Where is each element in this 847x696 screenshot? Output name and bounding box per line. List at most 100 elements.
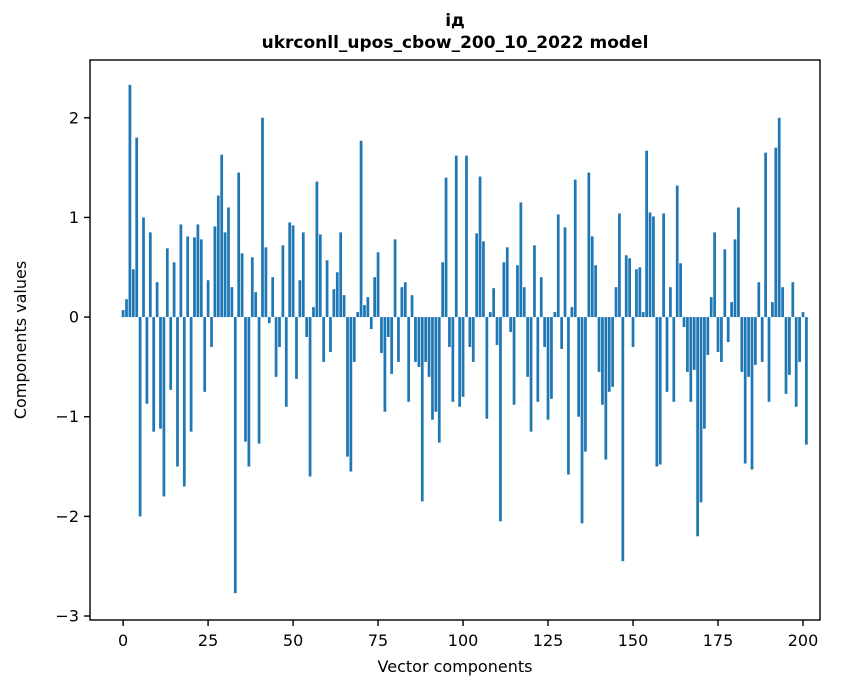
bar (686, 317, 689, 372)
bar (672, 317, 676, 402)
bar (213, 226, 217, 318)
bar (373, 277, 377, 318)
bar (703, 317, 706, 429)
bar (325, 260, 329, 318)
bar (305, 317, 309, 338)
bar (135, 137, 139, 318)
bar (607, 317, 611, 392)
bar (631, 317, 635, 347)
bar (264, 247, 268, 318)
bar (488, 312, 492, 318)
bar (329, 317, 332, 352)
bar (648, 212, 652, 318)
bar (723, 249, 727, 318)
bar (196, 224, 200, 318)
bar (539, 277, 543, 318)
bar (155, 282, 159, 318)
bar (556, 214, 560, 318)
bar (165, 248, 169, 318)
x-tick-label: 0 (118, 631, 128, 650)
x-tick-label: 175 (703, 631, 734, 650)
bar (611, 317, 614, 387)
y-tick-label: 1 (69, 208, 79, 227)
bar (499, 317, 502, 522)
bar (295, 317, 298, 379)
bar (696, 317, 699, 537)
bar (546, 317, 550, 420)
bar (121, 310, 125, 318)
bar (131, 269, 135, 318)
bar (451, 317, 455, 402)
bar (186, 236, 190, 318)
bar (278, 317, 281, 347)
bar (798, 317, 801, 362)
bar (784, 317, 788, 394)
bar (172, 262, 176, 318)
bar (125, 299, 128, 318)
chart-subtitle: ukrconll_upos_cbow_200_10_2022 model (262, 33, 649, 53)
bar (682, 317, 686, 328)
bar (475, 233, 479, 318)
bar (403, 282, 407, 318)
bar (318, 234, 322, 318)
bar (424, 317, 428, 362)
y-tick-label: −1 (55, 407, 79, 426)
ticks-layer: 0 25 50 75 100 125 150 175 200 2 1 0 −1 −2 −3 (55, 108, 818, 650)
bar (410, 295, 414, 318)
bar (393, 239, 397, 318)
bar (335, 272, 339, 318)
bar (573, 179, 577, 318)
bar (740, 317, 744, 372)
x-tick-label: 125 (533, 631, 564, 650)
bar (777, 117, 781, 318)
bar (284, 317, 288, 407)
bar (352, 317, 356, 362)
bar (522, 287, 526, 318)
bar (461, 317, 465, 397)
bar (509, 317, 513, 333)
bar (159, 317, 162, 429)
bar (733, 239, 737, 318)
x-tick-label: 75 (368, 631, 388, 650)
plot-area (90, 60, 820, 620)
bar (601, 317, 604, 405)
bar (420, 317, 424, 502)
bar (774, 147, 778, 318)
bar (383, 317, 387, 412)
bar (444, 177, 448, 318)
bar (478, 176, 482, 318)
bar (495, 317, 499, 345)
bar (448, 317, 451, 347)
bar (240, 253, 244, 318)
bar (216, 195, 220, 318)
bar (148, 232, 152, 318)
plot-border (89, 59, 821, 621)
bar (193, 237, 196, 318)
bar (505, 247, 509, 318)
bar (315, 181, 319, 318)
bar (441, 262, 445, 318)
bar (621, 317, 625, 562)
bar (760, 317, 764, 362)
bar (754, 317, 757, 365)
bar (458, 317, 462, 407)
bar (227, 207, 230, 318)
bar (322, 317, 326, 362)
bar (179, 224, 183, 318)
bar (726, 317, 730, 342)
bar (349, 317, 353, 472)
bar (604, 317, 608, 460)
bar (709, 297, 713, 318)
bar (805, 317, 808, 445)
bar (169, 317, 173, 390)
bar (250, 257, 254, 318)
bar (543, 317, 547, 347)
bar (308, 317, 312, 477)
bar (570, 307, 574, 318)
bar (301, 232, 305, 318)
bar (692, 317, 696, 370)
bar (162, 317, 166, 497)
bar (720, 317, 723, 362)
bar (271, 277, 275, 318)
